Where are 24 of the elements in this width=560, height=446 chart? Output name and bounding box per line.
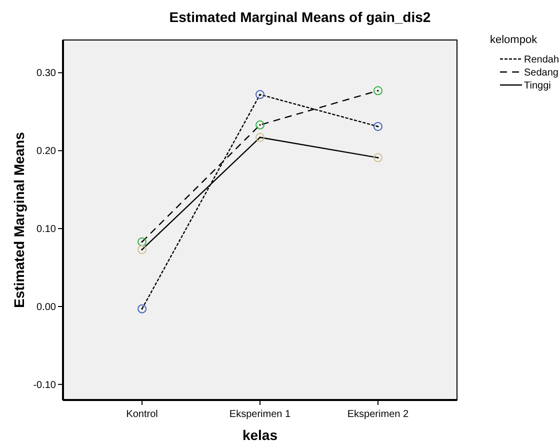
x-tick-label: Kontrol bbox=[126, 409, 158, 420]
point bbox=[256, 120, 264, 130]
y-tick-label: 0.30 bbox=[36, 68, 56, 80]
legend-label: Sedang bbox=[524, 68, 558, 78]
point bbox=[138, 237, 147, 246]
point bbox=[138, 245, 147, 254]
point bbox=[138, 304, 147, 314]
point bbox=[256, 90, 264, 100]
chart-title: Estimated Marginal Means of gain_dis2 bbox=[169, 9, 431, 25]
y-tick-label: 0.10 bbox=[36, 224, 56, 236]
legend-label: Rendah bbox=[524, 54, 560, 66]
x-tick-label: Eksperimen 2 bbox=[347, 409, 409, 420]
point bbox=[373, 86, 382, 96]
point bbox=[256, 132, 264, 142]
x-axis-title: kelas bbox=[242, 427, 278, 443]
legend-title: kelompok bbox=[490, 34, 538, 46]
y-tick-label: 0.00 bbox=[36, 302, 56, 313]
point bbox=[373, 122, 382, 131]
x-tick-label: Eksperimen 1 bbox=[229, 409, 292, 420]
y-tick-label: -0.10 bbox=[33, 380, 56, 391]
y-tick-label: 0.20 bbox=[36, 146, 56, 158]
legend-label: Tinggi bbox=[524, 80, 551, 92]
y-axis-title: Estimated Marginal Means bbox=[11, 132, 27, 308]
point bbox=[373, 153, 382, 162]
